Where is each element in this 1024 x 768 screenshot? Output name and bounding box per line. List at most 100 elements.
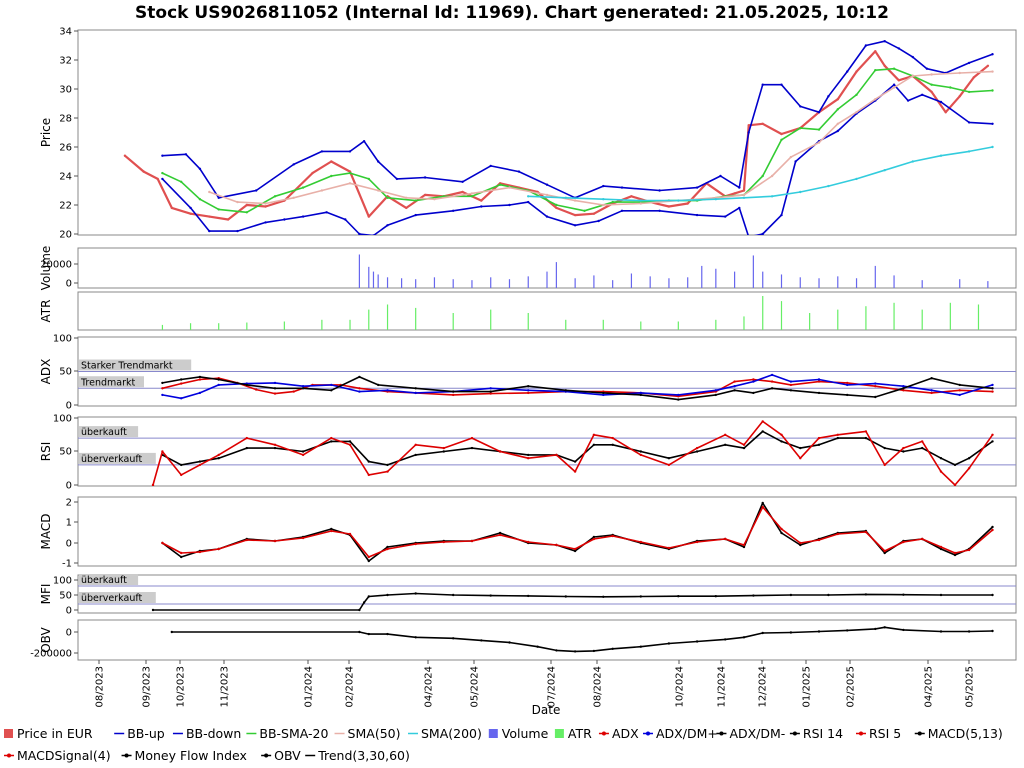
sma-50-point xyxy=(742,193,746,197)
bb-up-point xyxy=(348,150,352,153)
adx-point xyxy=(958,389,961,392)
legend-label: Trend(3,30,60) xyxy=(317,748,410,763)
macdsignal-4-point xyxy=(836,532,839,536)
money-flow-index-point xyxy=(386,593,389,597)
bb-sma-20-point xyxy=(245,211,248,214)
rsi-5-point xyxy=(301,453,305,457)
legend-entry: BB-up xyxy=(114,726,165,741)
rsi-5-point xyxy=(555,453,558,457)
price-ytick-label: 24 xyxy=(59,172,72,183)
macdsignal-4-point xyxy=(414,542,417,546)
price-in-eur-point xyxy=(170,206,173,210)
bb-up-point xyxy=(292,163,295,166)
macd-5-13-point xyxy=(799,543,802,547)
legend-entry: SMA(50) xyxy=(334,726,400,741)
bb-sma-20-point xyxy=(855,93,858,97)
price-in-eur-point xyxy=(264,205,267,208)
bb-sma-20-point xyxy=(583,209,586,212)
macd-5-13-point xyxy=(761,501,764,505)
money-flow-index-point xyxy=(367,595,370,598)
bb-down-point xyxy=(906,99,910,102)
bb-up-point xyxy=(161,154,164,157)
bb-sma-20-point xyxy=(991,89,994,92)
rsi-14-point xyxy=(348,440,352,443)
price-ytick-label: 22 xyxy=(59,201,72,212)
price-in-eur-point xyxy=(686,202,689,205)
chart-title: Stock US9026811052 (Internal Id: 11969).… xyxy=(135,3,889,23)
adx-band-label: Trendmarkt xyxy=(80,377,135,388)
obv-point xyxy=(508,641,511,644)
adx-dm-point xyxy=(301,387,305,390)
rsi-5-point xyxy=(442,446,445,450)
bb-up-point xyxy=(799,105,802,108)
price-in-eur-point xyxy=(555,206,558,210)
macdsignal-4-point xyxy=(442,540,445,544)
money-flow-index-point xyxy=(639,595,642,598)
adx-line xyxy=(162,377,993,398)
rsi-panel: 0 50 100 RSI überkauft überverkauft xyxy=(39,414,1017,492)
macdsignal-4-point xyxy=(695,540,699,544)
bb-sma-20-point xyxy=(273,195,277,198)
money-flow-index-point xyxy=(827,593,830,597)
legend-entry: RSI 14 xyxy=(789,726,843,741)
macdsignal-4-point xyxy=(330,529,333,533)
adx-point xyxy=(752,378,755,381)
bb-sma-20-point xyxy=(217,208,220,211)
legend-label: RSI 5 xyxy=(869,726,901,741)
bb-sma-20-point xyxy=(949,86,952,89)
mfi-series-group xyxy=(151,592,994,612)
adx-dm-point xyxy=(846,383,849,387)
adx-dm-point xyxy=(414,391,417,395)
sma-50-point xyxy=(292,196,295,199)
price-in-eur-point xyxy=(897,79,900,82)
adx-dm-point xyxy=(602,393,605,397)
bb-sma-20-point xyxy=(817,128,821,131)
obv-point xyxy=(386,632,389,636)
rsi-5-point xyxy=(864,430,868,433)
legend-label: ADX/DM- xyxy=(729,726,785,741)
rsi-14-point xyxy=(921,446,924,450)
rsi-5-point xyxy=(470,436,474,440)
bb-down-point xyxy=(597,219,600,223)
adx-point xyxy=(292,390,295,393)
adx-point xyxy=(817,380,821,383)
bb-down-point xyxy=(794,160,797,163)
adx-point xyxy=(180,382,183,385)
adx-point xyxy=(902,389,905,392)
macd-ytick-label: 2 xyxy=(66,498,72,509)
bb-up-point xyxy=(738,186,741,189)
adx-dm-point xyxy=(489,390,492,393)
macdsignal-4-point xyxy=(367,555,370,559)
legend-label: Price in EUR xyxy=(17,726,93,741)
rsi-5-point xyxy=(667,463,671,467)
legend-swatch xyxy=(488,729,498,738)
bb-sma-20-point xyxy=(470,195,474,198)
x-tick-label: 08/2024 xyxy=(593,666,604,708)
rsi-14-point xyxy=(939,457,943,460)
rsi-14-point xyxy=(414,453,417,457)
bb-sma-20-point xyxy=(386,196,389,199)
rsi-5-point xyxy=(817,436,821,440)
rsi-14-point xyxy=(724,443,727,446)
rsi-14-point xyxy=(864,436,868,440)
macdsignal-4-line xyxy=(162,506,994,558)
x-tick-label: 10/2023 xyxy=(176,666,187,708)
adx-dm-point xyxy=(714,389,717,392)
rsi-14-point xyxy=(527,453,530,457)
bb-down-point xyxy=(620,209,624,212)
bb-sma-20-point xyxy=(892,67,896,70)
bb-down-point xyxy=(358,232,361,235)
obv-point xyxy=(555,649,558,652)
rsi-band-box xyxy=(79,452,156,464)
bb-up-point xyxy=(517,170,521,173)
legend-swatch xyxy=(554,729,564,738)
adx-point xyxy=(255,388,258,391)
sma-50-point xyxy=(639,202,642,205)
bb-up-point xyxy=(747,131,750,134)
bb-down-point xyxy=(892,83,896,86)
bb-up-point xyxy=(780,83,783,86)
rsi-14-point xyxy=(902,450,905,453)
x-tick-label: 01/2025 xyxy=(802,666,813,708)
rsi-14-point xyxy=(301,450,305,453)
price-in-eur-point xyxy=(667,205,671,208)
